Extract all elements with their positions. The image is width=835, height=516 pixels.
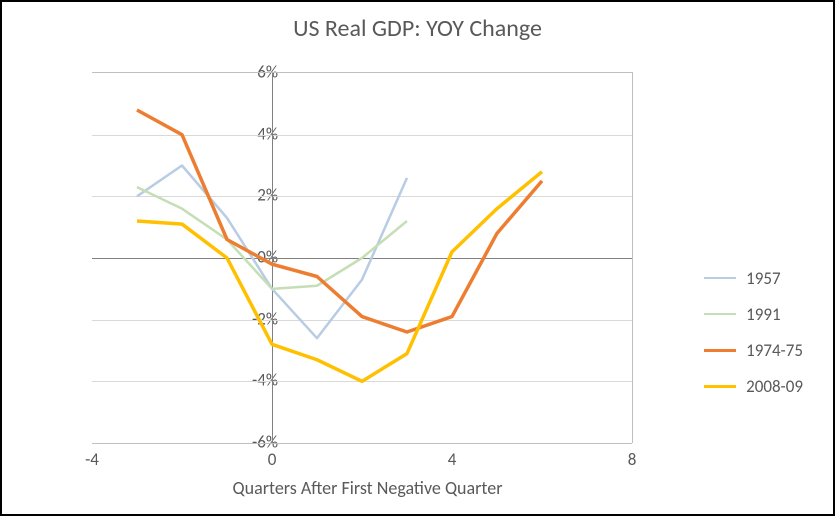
- plot-area: [92, 72, 633, 443]
- legend-swatch: [704, 385, 736, 388]
- x-tick-label: 0: [252, 449, 292, 470]
- x-tick-label: 4: [432, 449, 472, 470]
- chart-container: US Real GDP: YOY Change 6% 4% 2% 0% -2% …: [0, 0, 835, 516]
- legend-label: 1991: [746, 304, 780, 325]
- legend: 1957 1991 1974-75 2008-09: [704, 267, 803, 411]
- chart-lines: [92, 73, 632, 443]
- series-line-1974-75: [137, 110, 542, 332]
- legend-item-1991: 1991: [704, 303, 803, 325]
- legend-label: 1957: [746, 268, 780, 289]
- legend-swatch: [704, 313, 736, 315]
- legend-swatch: [704, 277, 736, 279]
- legend-swatch: [704, 349, 736, 352]
- series-line-2008-09: [137, 172, 542, 382]
- series-line-1957: [137, 166, 407, 339]
- chart-title: US Real GDP: YOY Change: [2, 14, 833, 43]
- legend-item-2008-09: 2008-09: [704, 375, 803, 397]
- legend-label: 1974-75: [746, 340, 803, 361]
- legend-item-1974-75: 1974-75: [704, 339, 803, 361]
- x-tick-label: -4: [72, 449, 112, 470]
- x-tick-label: 8: [612, 449, 652, 470]
- gridline: [92, 443, 632, 444]
- x-axis-title: Quarters After First Negative Quarter: [0, 477, 783, 499]
- legend-label: 2008-09: [746, 376, 803, 397]
- series-line-1991: [137, 187, 407, 289]
- legend-item-1957: 1957: [704, 267, 803, 289]
